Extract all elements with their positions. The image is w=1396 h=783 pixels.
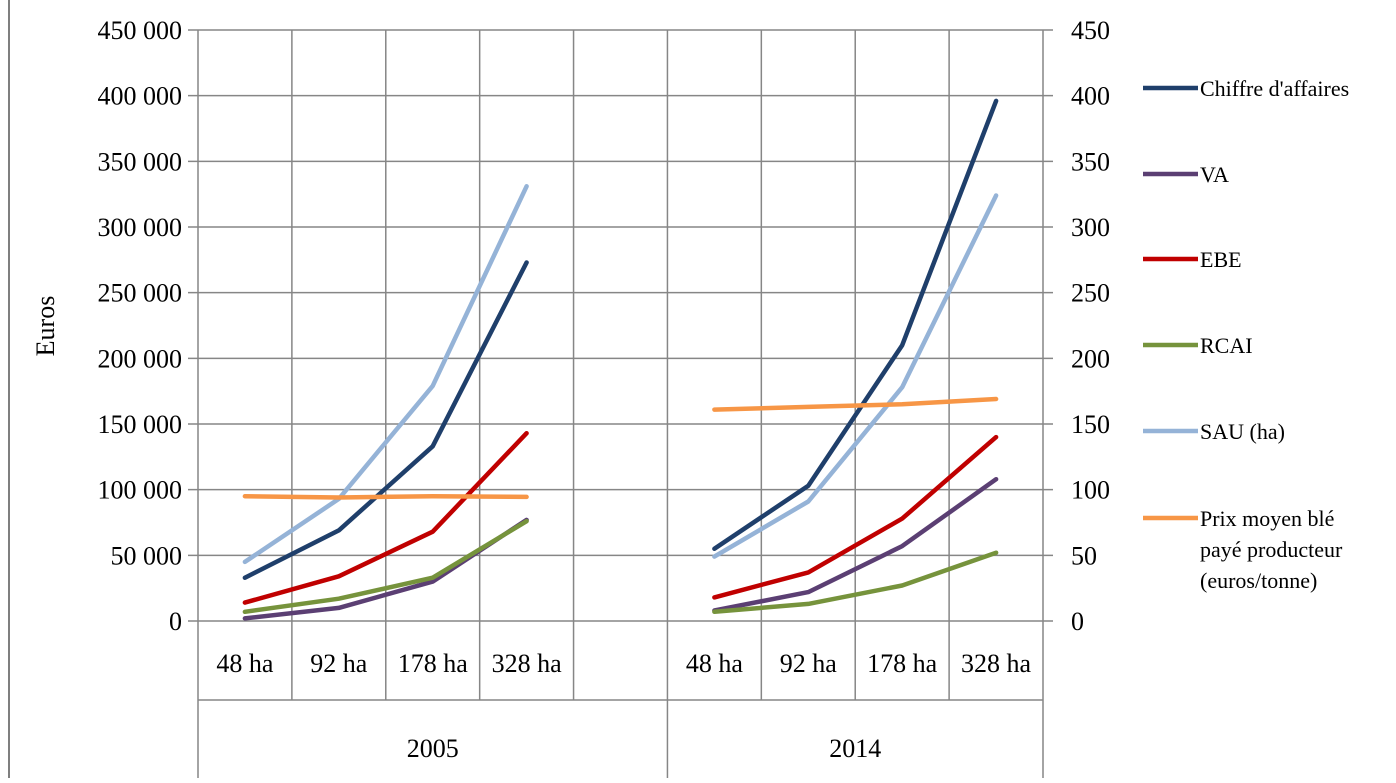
y-tick-label: 0 — [169, 607, 182, 636]
x-tick-label: 328 ha — [492, 649, 563, 678]
y-tick-label: 150 000 — [98, 410, 183, 439]
series-line-1-values_2014 — [712, 476, 999, 613]
y2-tick-label: 200 — [1071, 344, 1110, 373]
y-tick-label: 100 000 — [98, 476, 183, 505]
x-tick-label: 48 ha — [216, 649, 274, 678]
y-axis-title: Euros — [31, 296, 60, 357]
y-tick-label: 350 000 — [98, 147, 183, 176]
y-tick-label: 250 000 — [98, 279, 183, 308]
x-group-label: 2005 — [407, 734, 459, 763]
y-tick-label: 50 000 — [111, 541, 183, 570]
y2-tick-label: 100 — [1071, 476, 1110, 505]
legend-label: RCAI — [1200, 333, 1253, 358]
x-tick-label: 92 ha — [310, 649, 368, 678]
series-line-4-values_2014 — [712, 193, 999, 559]
legend-label: SAU (ha) — [1200, 419, 1285, 444]
y-tick-label: 450 000 — [98, 16, 183, 45]
x-tick-label: 48 ha — [686, 649, 744, 678]
y2-tick-label: 300 — [1071, 213, 1110, 242]
series-line-5-values_2005 — [242, 493, 529, 500]
y-tick-label: 400 000 — [98, 82, 183, 111]
series-line-0-values_2005 — [242, 260, 529, 580]
y2-tick-label: 400 — [1071, 82, 1110, 111]
x-group-label: 2014 — [829, 734, 881, 763]
legend-label: (euros/tonne) — [1200, 568, 1317, 593]
series-line-2-values_2014 — [712, 434, 999, 600]
legend-label: payé producteur — [1200, 537, 1343, 562]
legend-label: Prix moyen blé — [1200, 506, 1334, 531]
x-tick-label: 178 ha — [398, 649, 469, 678]
legend-label: VA — [1200, 162, 1229, 187]
y-tick-label: 300 000 — [98, 213, 183, 242]
legend-label: Chiffre d'affaires — [1200, 76, 1349, 101]
series-line-5-values_2014 — [712, 396, 999, 412]
legend-label: EBE — [1200, 247, 1242, 272]
y2-tick-label: 450 — [1071, 16, 1110, 45]
series-line-3-values_2014 — [712, 550, 999, 615]
x-tick-label: 328 ha — [961, 649, 1032, 678]
series-line-3-values_2005 — [242, 518, 529, 615]
y2-tick-label: 150 — [1071, 410, 1110, 439]
y2-tick-label: 250 — [1071, 279, 1110, 308]
series-line-4-values_2005 — [242, 184, 529, 565]
y2-tick-label: 350 — [1071, 147, 1110, 176]
series-line-0-values_2014 — [712, 98, 999, 552]
x-tick-label: 92 ha — [780, 649, 838, 678]
y-tick-label: 200 000 — [98, 344, 183, 373]
x-tick-label: 178 ha — [867, 649, 938, 678]
y2-tick-label: 50 — [1071, 541, 1097, 570]
series-line-2-values_2005 — [242, 430, 529, 605]
y2-tick-label: 0 — [1071, 607, 1084, 636]
